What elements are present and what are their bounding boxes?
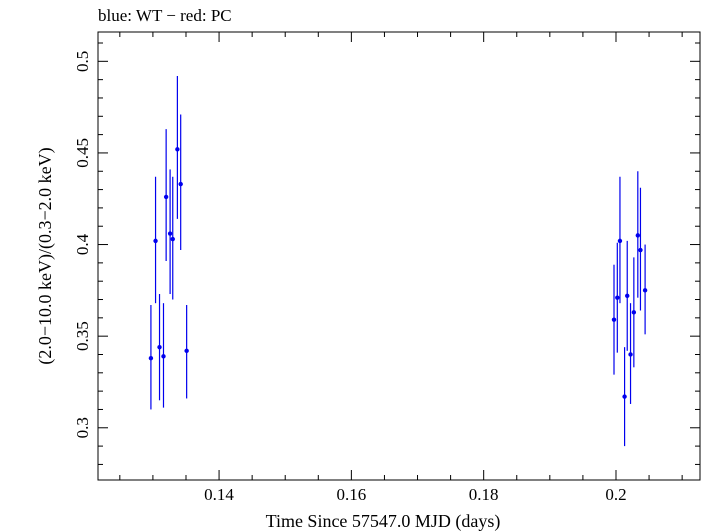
x-tick-label: 0.2 (605, 485, 626, 504)
data-point (617, 238, 623, 244)
x-tick-label: 0.18 (469, 485, 499, 504)
data-point (178, 181, 183, 187)
y-tick-label: 0.4 (73, 233, 92, 255)
data-point (615, 295, 620, 300)
data-point (631, 310, 637, 315)
data-point (157, 344, 162, 350)
axis-ticks (98, 32, 700, 480)
x-tick-labels: 0.14 0.16 0.18 0.2 (204, 485, 626, 504)
data-point (148, 355, 154, 361)
data-point (167, 231, 173, 236)
data-point (175, 147, 180, 152)
data-point (642, 288, 648, 293)
data-point (153, 238, 158, 244)
x-tick-label: 0.14 (204, 485, 234, 504)
y-tick-label: 0.3 (73, 417, 92, 438)
data-point (628, 352, 633, 357)
data-point (163, 194, 169, 200)
y-tick-label: 0.5 (73, 51, 92, 72)
x-tick-label: 0.16 (336, 485, 366, 504)
y-tick-labels: 0.3 0.35 0.4 0.45 0.5 (73, 51, 92, 439)
data-point (625, 293, 630, 299)
plot-frame (97, 31, 701, 481)
data-marks (148, 75, 648, 447)
data-point (184, 348, 189, 354)
y-axis-label: (2.0−10.0 keV)/(0.3−2.0 keV) (35, 147, 56, 364)
x-axis-label: Time Since 57547.0 MJD (days) (266, 511, 501, 532)
chart-title: blue: WT − red: PC (98, 6, 232, 25)
data-point (622, 394, 627, 399)
data-point (611, 317, 617, 322)
data-point (638, 247, 643, 253)
data-point (161, 354, 166, 359)
y-tick-label: 0.35 (73, 321, 92, 351)
y-tick-label: 0.45 (73, 138, 92, 168)
data-point (635, 233, 641, 238)
data-point (170, 236, 175, 242)
